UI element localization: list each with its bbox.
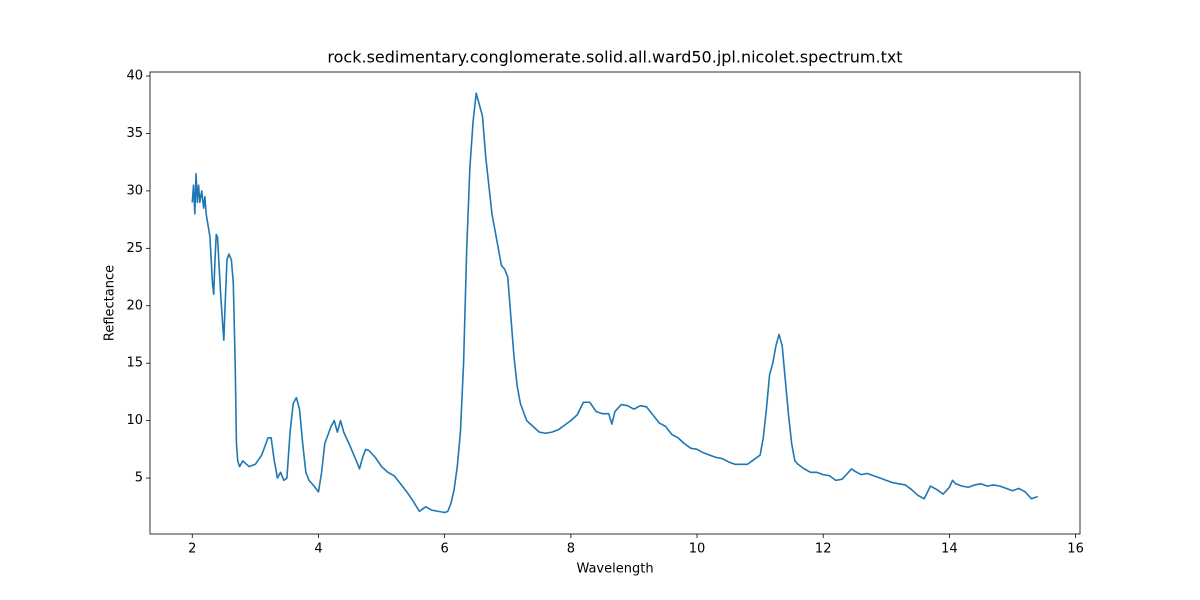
x-tick-label: 8 <box>567 542 575 557</box>
x-tick-label: 6 <box>441 542 449 557</box>
x-axis-label: Wavelength <box>576 562 653 577</box>
y-tick-label: 10 <box>126 413 143 428</box>
y-tick-label: 5 <box>135 471 143 486</box>
x-tick-label: 14 <box>941 542 958 557</box>
x-tick-label: 16 <box>1067 542 1084 557</box>
y-tick-label: 40 <box>126 69 143 84</box>
plot-frame <box>149 71 1081 535</box>
x-tick-label: 4 <box>314 542 322 557</box>
x-tick-label: 12 <box>815 542 832 557</box>
y-tick-label: 15 <box>126 356 143 371</box>
y-tick-label: 35 <box>126 126 143 141</box>
y-axis-label: Reflectance <box>103 265 118 341</box>
y-tick-label: 20 <box>126 298 143 313</box>
x-tick-label: 10 <box>689 542 706 557</box>
data-line <box>191 92 1039 514</box>
x-tick-label: 2 <box>188 542 196 557</box>
y-tick-label: 25 <box>126 241 143 256</box>
y-tick-label: 30 <box>126 183 143 198</box>
chart-title: rock.sedimentary.conglomerate.solid.all.… <box>327 48 902 67</box>
